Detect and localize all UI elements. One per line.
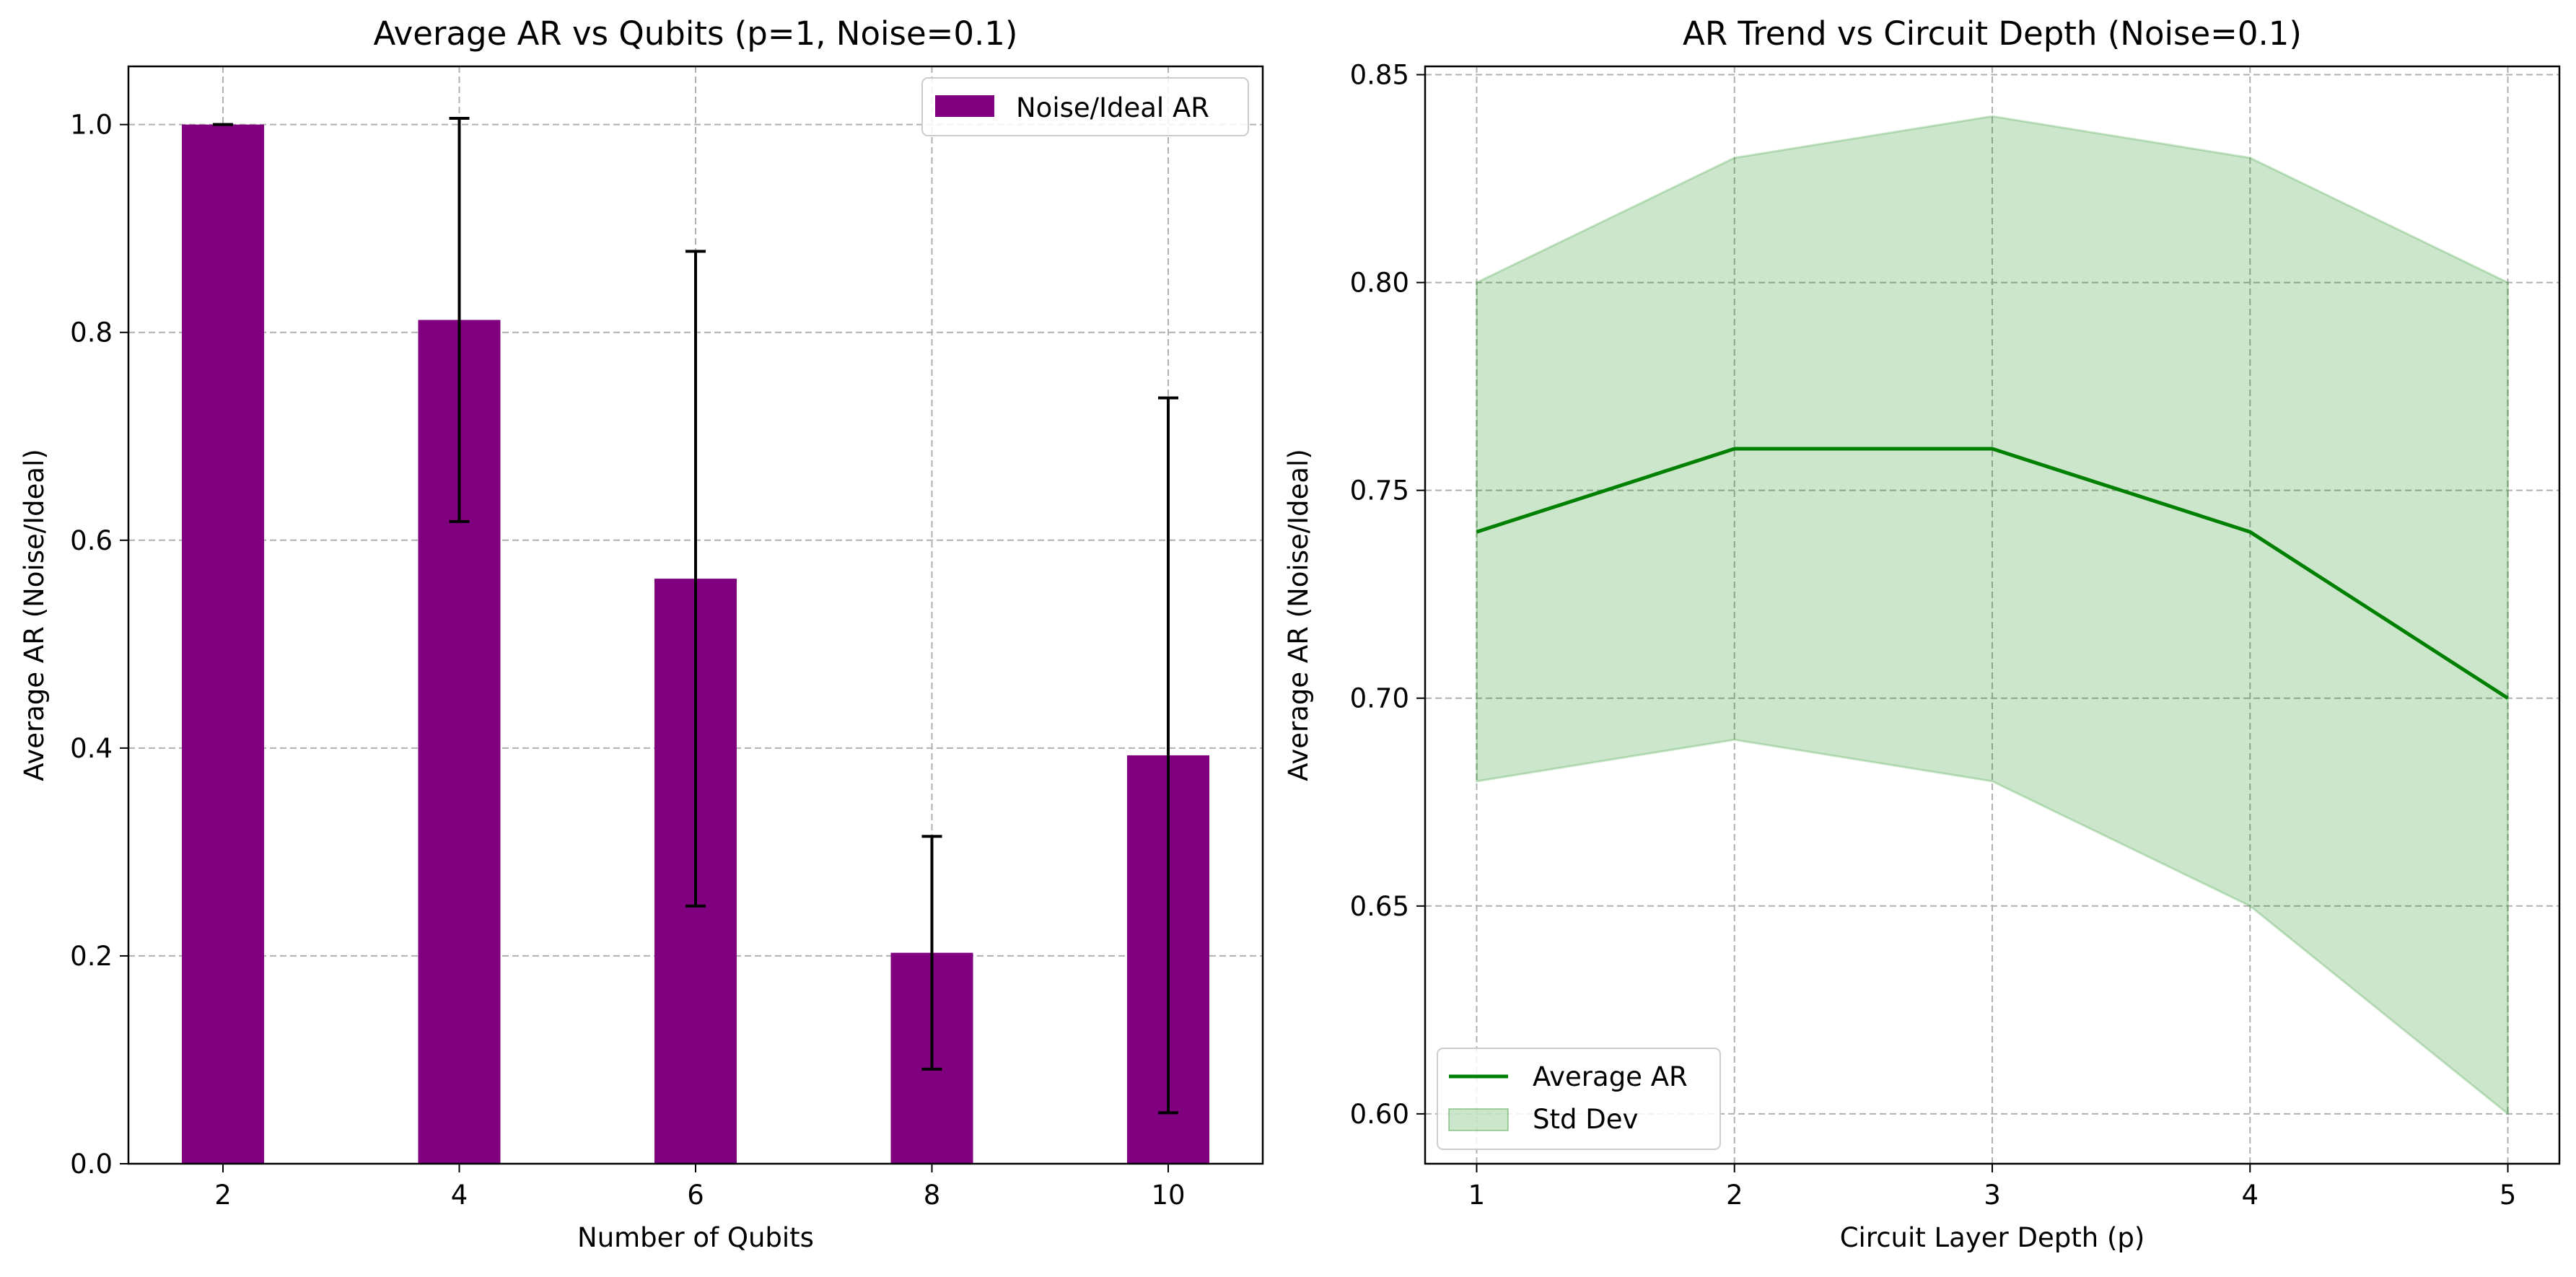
- plot-frame: [1424, 65, 2561, 1165]
- y-axis-label: Average AR (Noise/Ideal): [1283, 449, 1314, 781]
- legend-label: Noise/Ideal AR: [1016, 92, 1209, 123]
- legend: Average AR Std Dev: [1437, 1048, 1721, 1150]
- chart-title: AR Trend vs Circuit Depth (Noise=0.1): [1683, 14, 2302, 53]
- legend-swatch-bar: [935, 95, 994, 117]
- line-chart: 1 2 3 4 5 0.60 0.65 0.70 0.75 0.80 0.85 AR Trend vs…: [1283, 14, 2561, 1253]
- x-tick-label: 6: [687, 1180, 704, 1211]
- y-tick-label: 0.8: [70, 317, 113, 348]
- x-tick-label: 2: [214, 1180, 232, 1211]
- y-tick-label: 0.4: [70, 733, 113, 764]
- x-tick-label: 4: [2241, 1180, 2259, 1211]
- x-axis-label: Circuit Layer Depth (p): [1840, 1222, 2145, 1253]
- legend-swatch-band: [1448, 1108, 1509, 1131]
- y-tick-label: 1.0: [70, 110, 113, 141]
- x-tick-label: 10: [1151, 1180, 1185, 1211]
- x-tick-label: 4: [451, 1180, 468, 1211]
- legend-label: Average AR: [1533, 1061, 1688, 1092]
- bar: [182, 124, 264, 1164]
- legend: Noise/Ideal AR: [921, 77, 1249, 136]
- error-bar: [449, 117, 470, 523]
- y-tick-label: 0.0: [70, 1149, 113, 1180]
- y-axis-label: Average AR (Noise/Ideal): [19, 449, 50, 781]
- std-dev-band: [1475, 115, 2510, 1116]
- x-tick-label: 3: [1984, 1180, 2001, 1211]
- y-tick-label: 0.2: [70, 941, 113, 972]
- legend-label: Std Dev: [1533, 1104, 1638, 1135]
- error-bar: [1158, 396, 1178, 1115]
- error-bar: [921, 835, 942, 1071]
- legend-box: [921, 77, 1249, 136]
- legend-box: [1437, 1048, 1721, 1150]
- y-tick-label: 0.70: [1350, 683, 1409, 714]
- x-tick-label: 8: [924, 1180, 941, 1211]
- x-tick-label: 2: [1726, 1180, 1743, 1211]
- y-tick-label: 0.6: [70, 525, 113, 556]
- x-axis-label: Number of Qubits: [577, 1222, 814, 1253]
- x-tick-label: 1: [1468, 1180, 1486, 1211]
- y-tick-label: 0.65: [1350, 891, 1409, 922]
- x-tick-label: 5: [2500, 1180, 2517, 1211]
- y-tick-label: 0.75: [1350, 475, 1409, 506]
- plot-frame: [127, 65, 1264, 1165]
- chart-title: Average AR vs Qubits (p=1, Noise=0.1): [374, 14, 1018, 53]
- y-tick-label: 0.85: [1350, 60, 1409, 91]
- bar-chart: 2 4 6 8 10 0.0 0.2 0.4 0.6 0.8 1.0 Average AR vs Qu…: [19, 14, 1264, 1253]
- y-tick-label: 0.80: [1350, 268, 1409, 299]
- average-ar-line: [1476, 447, 2509, 700]
- y-tick-label: 0.60: [1350, 1099, 1409, 1130]
- error-bar: [685, 250, 706, 908]
